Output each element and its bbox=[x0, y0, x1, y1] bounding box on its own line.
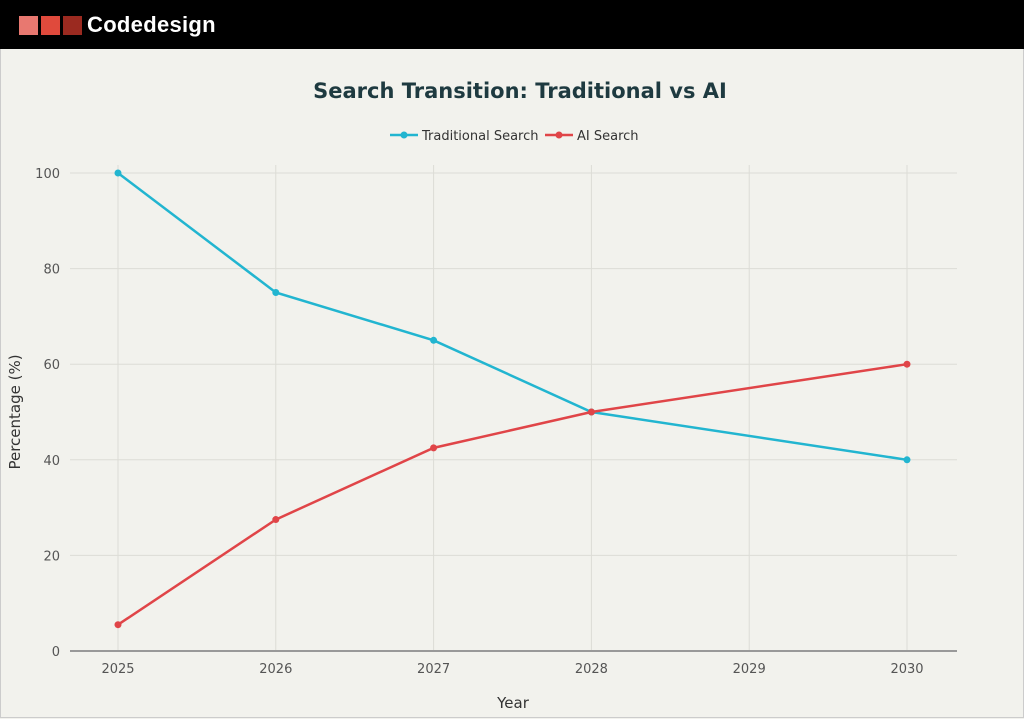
series-line-ai-search bbox=[117, 362, 908, 626]
x-tick-label: 2029 bbox=[733, 662, 766, 677]
x-tick-label: 2025 bbox=[101, 662, 134, 677]
data-point bbox=[903, 456, 911, 464]
data-point bbox=[430, 336, 438, 344]
y-tick-label: 0 bbox=[52, 645, 60, 660]
logo-square-icon bbox=[19, 15, 38, 35]
data-point bbox=[114, 621, 122, 629]
y-tick-label: 80 bbox=[43, 263, 60, 278]
data-point bbox=[272, 289, 280, 296]
y-tick-label: 20 bbox=[43, 549, 60, 564]
grid bbox=[70, 165, 957, 652]
y-tick-label: 40 bbox=[43, 454, 60, 469]
chart-title: Search Transition: Traditional vs AI bbox=[313, 79, 727, 103]
y-axis-label: Percentage (%) bbox=[6, 354, 24, 469]
data-point bbox=[430, 444, 438, 452]
logo-square-icon bbox=[41, 15, 60, 35]
legend-marker bbox=[400, 131, 408, 139]
series-line-traditional-search bbox=[117, 172, 908, 462]
data-point bbox=[587, 408, 595, 416]
codedesign-logo[interactable]: Codedesign bbox=[19, 12, 216, 38]
logo-square-icon bbox=[63, 15, 82, 35]
x-tick-label: 2027 bbox=[417, 662, 450, 677]
data-point bbox=[903, 360, 911, 368]
legend: Traditional Search AI Search bbox=[390, 129, 639, 144]
data-point bbox=[272, 516, 280, 524]
x-tick-label: 2026 bbox=[259, 662, 292, 677]
legend-label: AI Search bbox=[577, 129, 639, 144]
data-point bbox=[114, 169, 122, 177]
logo-text: Codedesign bbox=[87, 12, 216, 37]
x-axis-label: Year bbox=[496, 694, 530, 712]
y-tick-label: 100 bbox=[35, 167, 60, 182]
series-layer bbox=[114, 169, 911, 629]
legend-label: Traditional Search bbox=[421, 129, 538, 144]
x-tick-label: 2030 bbox=[890, 662, 923, 677]
ticks: 0 20 40 60 80 100 2025 2026 2027 2028 2029 2030 bbox=[35, 167, 923, 677]
y-tick-label: 60 bbox=[43, 358, 60, 373]
x-tick-label: 2028 bbox=[575, 662, 608, 677]
legend-marker bbox=[555, 131, 563, 139]
top-bar: Codedesign bbox=[0, 0, 1024, 49]
